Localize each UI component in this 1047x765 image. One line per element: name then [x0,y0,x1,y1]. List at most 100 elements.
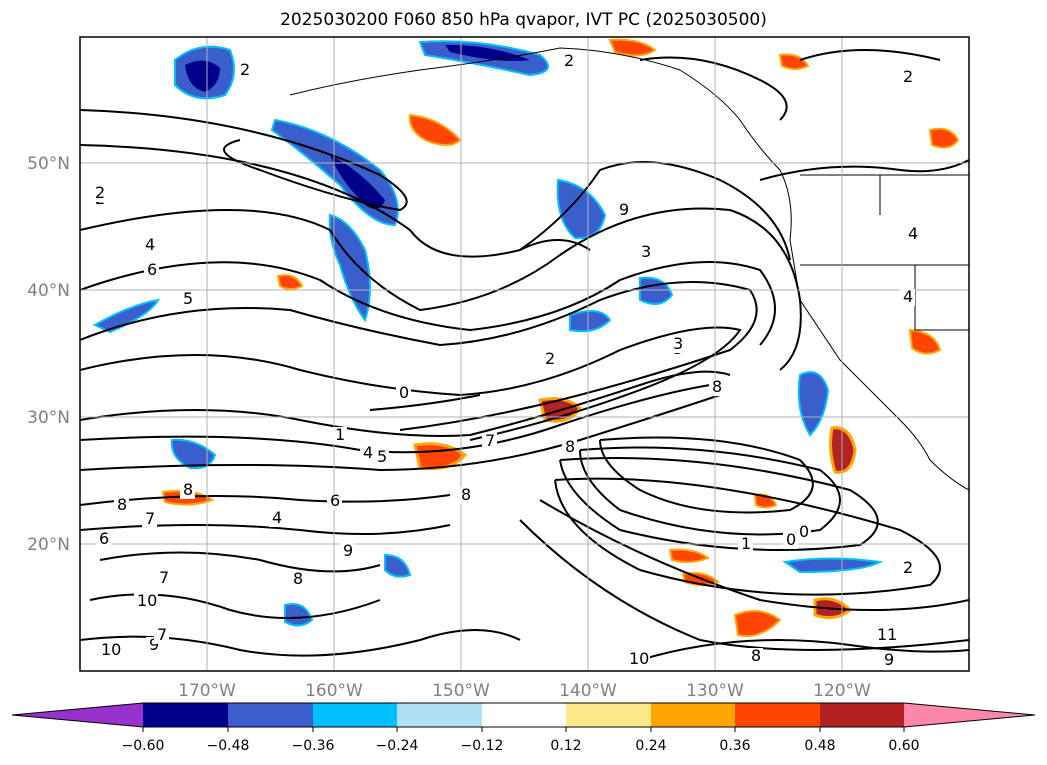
contour-label: 8 [712,377,722,396]
contour-label-bg [290,571,305,588]
contour-label-bg [709,379,724,396]
colorbar-segment [482,703,566,727]
colorbar-segment [143,703,228,727]
contour-label-bg [905,226,920,243]
positive-anomaly-area [608,38,657,57]
contour-label: 7 [159,568,169,587]
coastline [289,47,969,491]
contour-label-bg [482,433,497,450]
contour-label: 4 [363,443,373,462]
contour-label-bg [154,627,169,644]
colorbar-tick-label: 0.48 [804,738,835,754]
contour-labels: 2222465230145788647689871010910811910028… [92,51,920,669]
contour-label-bg [340,543,355,560]
graticule [80,37,969,671]
contour-label-bg [670,336,685,353]
contour-label-bg [396,385,411,402]
lat-label-50n: 50°N [27,154,70,174]
negative-anomaly-area [170,438,217,470]
positive-anomaly-area [668,548,711,564]
contour-label: 9 [884,650,894,669]
contour-label-bg [900,560,915,577]
contour-label: 0 [399,383,409,402]
contour-label-bg [458,487,473,504]
contour-label: 2 [903,67,913,86]
colorbar-tick-label: 0.24 [635,738,666,754]
contour-label: 4 [903,287,913,306]
contour-label: 2 [564,51,574,70]
contour-label-bg [748,648,763,665]
negative-anomaly-area [92,298,160,334]
contour-label: 5 [377,447,387,466]
contour-label-bg [142,511,157,528]
negative-anomaly-core [330,155,385,209]
contour-label: 7 [145,509,155,528]
contour-label-bg [92,185,107,202]
colorbar-extend-low [12,703,143,727]
contour-label: 2 [95,183,105,202]
contour-label: 8 [293,569,303,588]
contour-label-bg [156,570,171,587]
contour-label-bg [900,69,915,86]
contour-lines [80,49,969,661]
colorbar-extend-high [904,703,1035,727]
colorbar-tick-label: 0.12 [550,738,581,754]
lat-label-40n: 40°N [27,281,70,301]
contour-label: 3 [673,334,683,353]
contour-label-bg [881,652,896,669]
contour-label-bg [327,493,342,510]
contour-label-bg [269,510,284,527]
contour-label-bg [142,237,157,254]
contour-label: 2 [903,558,913,577]
contour-label: 9 [149,635,159,654]
lon-label-160w: 160°W [305,681,363,701]
colorbar-segment [566,703,651,727]
contour-label: 2 [240,60,250,79]
colorbar: −0.60 −0.48 −0.36 −0.24 −0.12 0.12 0.24 … [11,702,1036,754]
colorbar-tick-label: 0.60 [888,738,919,754]
negative-anomaly-core [185,60,220,92]
contour-label-bg [237,62,252,79]
plot-title: 2025030200 F060 850 hPa qvapor, IVT PC (… [280,10,767,30]
positive-anomaly-area [753,493,778,509]
contour-label-bg [616,202,631,219]
contour-label: 7 [157,625,167,644]
negative-anomaly-area [556,178,607,240]
contour-label: 0 [799,522,809,541]
contour-label: 11 [877,625,897,644]
colorbar-tick-label: −0.36 [292,738,335,754]
contour-label-bg [900,289,915,306]
contour-label-bg [874,627,898,644]
lon-label-150w: 150°W [432,681,490,701]
positive-anomaly-area [778,53,810,70]
contour-label-bg [180,291,195,308]
contour-label: 5 [183,289,193,308]
negative-anomaly-area [284,603,314,627]
map-frame [79,36,970,672]
negative-anomaly-area [782,557,884,574]
contour-label-bg [542,351,557,368]
contour-label: 7 [485,431,495,450]
shaded-field [92,38,960,637]
lon-label-130w: 130°W [686,681,744,701]
colorbar-segment [651,703,735,727]
colorbar-segment [228,703,313,727]
contour-label: 10 [101,640,121,659]
contour-label: 8 [183,480,193,499]
contour-label-bg [144,262,159,279]
positive-anomaly-area [408,113,462,146]
colorbar-segment [820,703,904,727]
contour-label: 6 [330,491,340,510]
colorbar-tick-label: −0.24 [376,738,419,754]
positive-anomaly-area [928,127,960,149]
contour-label: 8 [117,495,127,514]
contour-label-bg [96,531,111,548]
contour-label-bg [561,53,576,70]
negative-anomaly-area [328,213,371,323]
contour-label: 6 [99,529,109,548]
lon-label-140w: 140°W [559,681,617,701]
contour-label-bg [114,497,129,514]
lon-label-170w: 170°W [178,681,236,701]
colorbar-segment [313,703,397,727]
contour-label: 1 [335,425,345,444]
